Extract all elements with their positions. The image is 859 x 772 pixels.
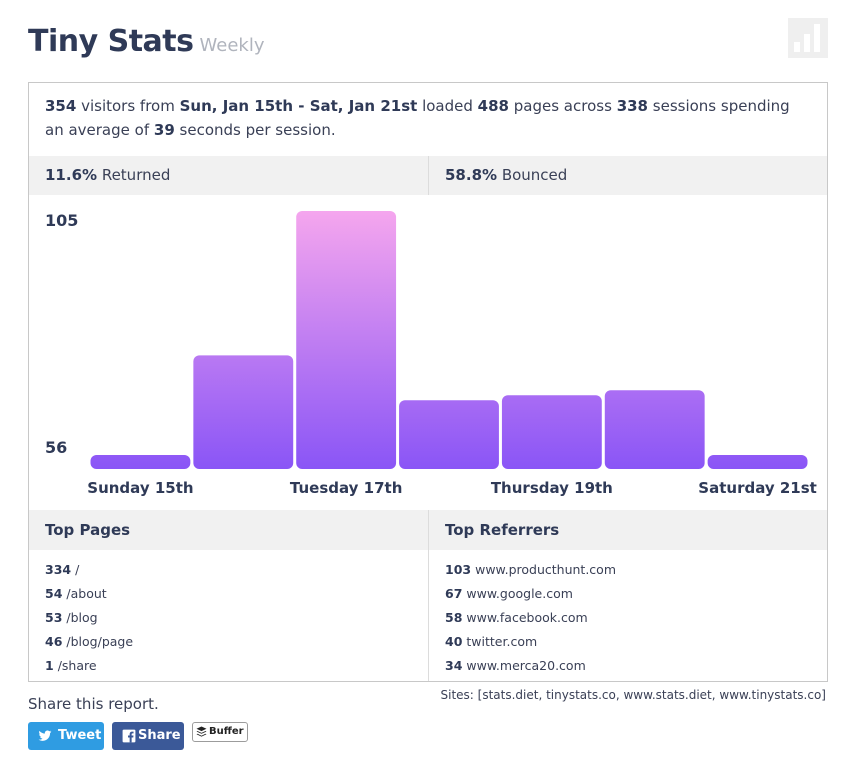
y-tick-min: 56: [45, 438, 67, 457]
bounced-metric: 58.8% Bounced: [428, 156, 567, 195]
item-count: 34: [445, 658, 463, 673]
header: Tiny Stats Weekly: [28, 24, 264, 64]
sites-list: Sites: [stats.diet, tinystats.co, www.st…: [440, 688, 827, 702]
list-item: 67 www.google.com: [445, 582, 827, 606]
bar-chart-logo-icon: [788, 18, 828, 58]
item-path: www.google.com: [466, 586, 573, 601]
top-pages-heading: Top Pages: [45, 521, 131, 539]
item-count: 334: [45, 562, 72, 577]
buffer-label: Buffer: [209, 726, 244, 737]
buffer-stack-icon: [196, 726, 207, 737]
report-card: 354 visitors from Sun, Jan 15th - Sat, J…: [28, 82, 828, 682]
page-count: 488: [477, 97, 509, 115]
item-path: www.producthunt.com: [475, 562, 617, 577]
item-count: 103: [445, 562, 472, 577]
share-label: Share: [138, 728, 181, 743]
list-item: 40 twitter.com: [445, 630, 827, 654]
twitter-bird-icon: [38, 730, 52, 741]
chart-bar: [707, 455, 808, 469]
list-item: 53/blog: [45, 606, 428, 630]
item-path: /share: [57, 658, 97, 673]
item-count: 46: [45, 634, 63, 649]
list-item: 54/about: [45, 582, 428, 606]
item-path: /about: [66, 586, 107, 601]
summary-fragment: loaded: [422, 97, 473, 115]
returned-value: 11.6%: [45, 166, 98, 184]
item-count: 40: [445, 634, 463, 649]
item-path: twitter.com: [466, 634, 538, 649]
app-subtitle: Weekly: [199, 35, 265, 56]
top-referrers-list: 103 www.producthunt.com 67 www.google.com 58…: [428, 550, 827, 681]
item-count: 54: [45, 586, 63, 601]
chart-bar: [90, 455, 191, 469]
share-prompt: Share this report.: [28, 695, 159, 713]
chart-bar: [399, 400, 499, 469]
summary-fragment: sessions spending an average of: [45, 97, 790, 139]
chart-svg: 105 56 Sunday 15th Tuesday 17th Thursday 19t…: [45, 211, 817, 497]
list-item: 103 www.producthunt.com: [445, 558, 827, 582]
y-tick-max: 105: [45, 211, 78, 230]
chart-bar: [604, 390, 705, 469]
chart-bar: [501, 395, 602, 469]
visitor-count: 354: [45, 97, 77, 115]
item-count: 1: [45, 658, 54, 673]
visitors-chart: 105 56 Sunday 15th Tuesday 17th Thursday 19t…: [29, 195, 827, 509]
returned-metric: 11.6% Returned: [29, 156, 170, 195]
item-path: /: [75, 562, 80, 577]
x-tick-label: Sunday 15th: [87, 479, 193, 497]
facebook-icon: [122, 729, 136, 743]
metrics-row: 11.6% Returned 58.8% Bounced: [29, 156, 827, 195]
x-tick-label: Saturday 21st: [698, 479, 817, 497]
item-count: 58: [445, 610, 463, 625]
summary-fragment: seconds per session.: [179, 120, 336, 139]
item-count: 53: [45, 610, 63, 625]
item-count: 67: [445, 586, 463, 601]
app-title: Tiny Stats: [28, 24, 194, 59]
list-item: 334/: [45, 558, 428, 582]
avg-seconds: 39: [153, 120, 175, 139]
top-referrers-heading: Top Referrers: [428, 510, 559, 550]
summary-fragment: visitors from: [81, 97, 175, 115]
list-item: 1/share: [45, 654, 428, 678]
x-tick-label: Tuesday 17th: [290, 479, 403, 497]
item-path: /blog: [66, 610, 98, 625]
item-path: www.merca20.com: [466, 658, 586, 673]
summary-text: 354 visitors from Sun, Jan 15th - Sat, J…: [45, 95, 805, 142]
x-tick-label: Thursday 19th: [491, 479, 613, 497]
chart-bar: [193, 355, 294, 469]
buffer-button[interactable]: Buffer: [192, 722, 248, 742]
summary-fragment: pages across: [513, 97, 612, 115]
tweet-button[interactable]: Tweet: [28, 722, 104, 750]
item-path: www.facebook.com: [466, 610, 588, 625]
date-range: Sun, Jan 15th - Sat, Jan 21st: [179, 97, 418, 115]
facebook-share-button[interactable]: Share: [112, 722, 184, 750]
list-item: 34 www.merca20.com: [445, 654, 827, 678]
bounced-value: 58.8%: [445, 166, 498, 184]
returned-label: Returned: [101, 166, 171, 184]
bounced-label: Bounced: [501, 166, 568, 184]
chart-bar: [296, 211, 397, 469]
list-item: 46/blog/page: [45, 630, 428, 654]
list-item: 58 www.facebook.com: [445, 606, 827, 630]
lists-header: Top Pages Top Referrers: [29, 510, 827, 550]
item-path: /blog/page: [66, 634, 134, 649]
top-pages-list: 334/54/about 53/blog 46/blog/page 1/share: [29, 550, 428, 681]
tweet-label: Tweet: [58, 728, 102, 743]
session-count: 338: [616, 97, 648, 115]
